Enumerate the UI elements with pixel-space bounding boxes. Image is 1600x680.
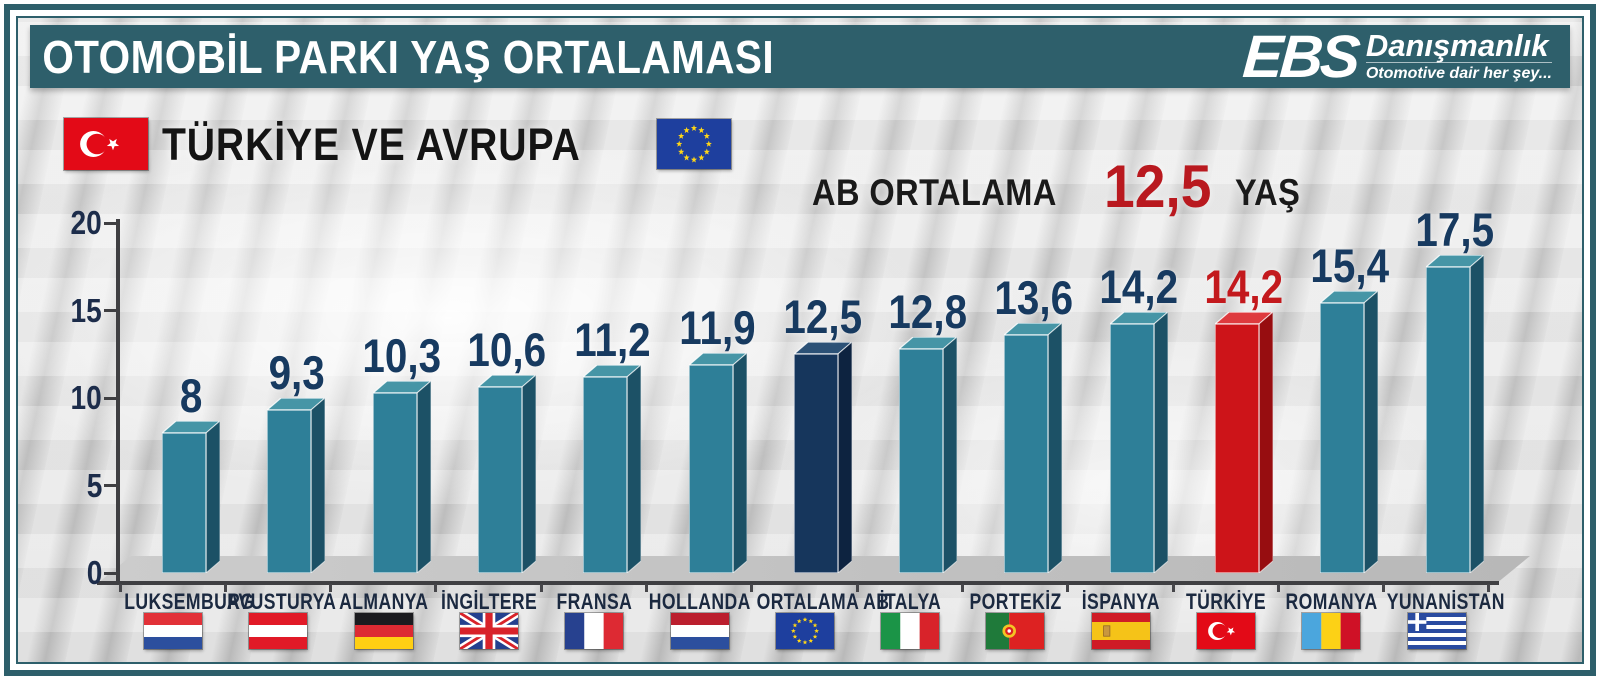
category-label: İSPANYA [1081, 589, 1160, 614]
bar-value-label: 11,2 [573, 313, 651, 366]
bar-european-union [792, 340, 854, 575]
bar-value-label: 10,3 [362, 329, 441, 382]
category-flag-germany [354, 613, 413, 649]
logo-brand-text: EBS [1241, 23, 1361, 90]
category-flag-greece [1407, 613, 1466, 649]
category-flag-luxembourg [144, 613, 202, 649]
header-banner: OTOMOBİL PARKI YAŞ ORTALAMASI EBS Danışm… [30, 23, 1570, 90]
x-axis-tick [1066, 584, 1070, 592]
x-axis-tick [960, 584, 964, 592]
category-label: İNGİLTERE [440, 589, 537, 614]
category-flag-france [565, 613, 624, 649]
category-flag-spain [1091, 613, 1150, 649]
logo-text-block: Danışmanlık Otomotive dair her şey... [1365, 27, 1552, 84]
subtitle-label: TÜRKİYE VE AVRUPA [162, 118, 581, 170]
y-axis-label: 20 [70, 204, 102, 241]
bar-value-label: 10,6 [467, 323, 547, 376]
category-label: ROMANYA [1285, 589, 1378, 614]
x-axis-tick [1276, 584, 1280, 592]
bar-value-label: 13,6 [994, 271, 1073, 324]
logo-tagline: Otomotive dair her şey... [1365, 65, 1552, 83]
category-flag-turkey [1197, 613, 1255, 649]
category-label: İTALYA [879, 589, 941, 614]
category-label: PORTEKİZ [969, 589, 1062, 614]
eu-average-annotation: AB ORTALAMA 12,5 YAŞ [812, 150, 1309, 220]
category-flag-netherlands [670, 613, 729, 649]
x-axis-tick [1382, 584, 1386, 592]
logo-brand-suffix: Danışmanlık [1365, 27, 1549, 63]
category-label: LUKSEMBURG [124, 589, 255, 614]
bar-united-kingdom [476, 373, 538, 575]
bar-value-label: 8 [179, 369, 203, 422]
turkey-flag-icon [64, 118, 148, 170]
bar-austria [265, 396, 327, 575]
bar-romania [1318, 289, 1380, 575]
y-axis-label: 0 [86, 554, 102, 591]
bar-spain [1108, 310, 1170, 575]
category-label: AVUSTURYA [226, 589, 337, 614]
x-axis-tick [1487, 584, 1491, 592]
x-axis-tick [223, 584, 227, 592]
logo-divider [1365, 62, 1552, 64]
x-axis-line [97, 581, 1499, 585]
y-axis-tick [104, 396, 116, 400]
page-title: OTOMOBİL PARKI YAŞ ORTALAMASI [42, 30, 775, 83]
bar-value-label: 12,5 [783, 290, 863, 343]
eu-flag-icon [657, 119, 732, 169]
category-label: TÜRKİYE [1185, 589, 1267, 614]
y-axis-tick [104, 221, 116, 225]
bar-value-label: 14,2 [1099, 260, 1179, 313]
category-flag-romania [1302, 613, 1361, 649]
annotation-prefix: AB ORTALAMA [812, 172, 1057, 213]
y-axis-tick [104, 484, 116, 487]
bar-value-label: 15,4 [1309, 239, 1389, 292]
category-label: FRANSA [556, 589, 633, 614]
category-label: YUNANİSTAN [1386, 589, 1505, 614]
category-flag-united-kingdom [459, 613, 518, 649]
x-axis-tick [434, 584, 438, 592]
x-axis-tick [329, 584, 333, 592]
bar-value-label: 9,3 [268, 346, 325, 399]
y-axis-label: 10 [70, 379, 102, 416]
bar-value-label: 12,8 [888, 285, 968, 338]
bar-germany [370, 379, 433, 575]
bar-value-label: 11,9 [679, 301, 756, 354]
bar-value-label: 17,5 [1415, 203, 1494, 256]
y-axis-tick [104, 571, 116, 575]
ebs-logo: EBS Danışmanlık Otomotive dair her şey..… [1241, 23, 1570, 90]
bar-netherlands [686, 351, 749, 575]
y-axis-tick [104, 309, 116, 312]
bar-france [581, 363, 643, 575]
annotation-value: 12,5 [1104, 153, 1212, 220]
x-axis-tick [118, 584, 122, 592]
x-axis-tick [750, 584, 754, 592]
annotation-suffix: YAŞ [1234, 172, 1301, 213]
category-flag-portugal [986, 613, 1045, 649]
x-axis-tick [645, 584, 648, 592]
y-axis-label: 5 [86, 466, 102, 504]
category-flag-italy [881, 613, 940, 649]
y-axis-label: 15 [70, 291, 102, 329]
bar-value-label: 14,2 [1204, 260, 1284, 313]
category-label: HOLLANDA [648, 589, 751, 614]
category-flag-austria [249, 613, 308, 649]
x-axis-tick [539, 584, 543, 592]
bar-italy [897, 335, 959, 575]
bar-turkey [1213, 310, 1275, 575]
category-label: ALMANYA [338, 589, 429, 614]
category-flag-european-union [775, 613, 834, 649]
bar-luxembourg [160, 419, 222, 575]
subtitle: TÜRKİYE VE AVRUPA [64, 118, 732, 170]
category-label: ORTALAMA AB [756, 589, 890, 614]
y-axis-line [116, 219, 120, 585]
bar-portugal [1002, 321, 1065, 575]
x-axis-tick [1171, 584, 1175, 592]
bar-greece [1423, 253, 1486, 575]
x-axis-tick [855, 584, 859, 592]
